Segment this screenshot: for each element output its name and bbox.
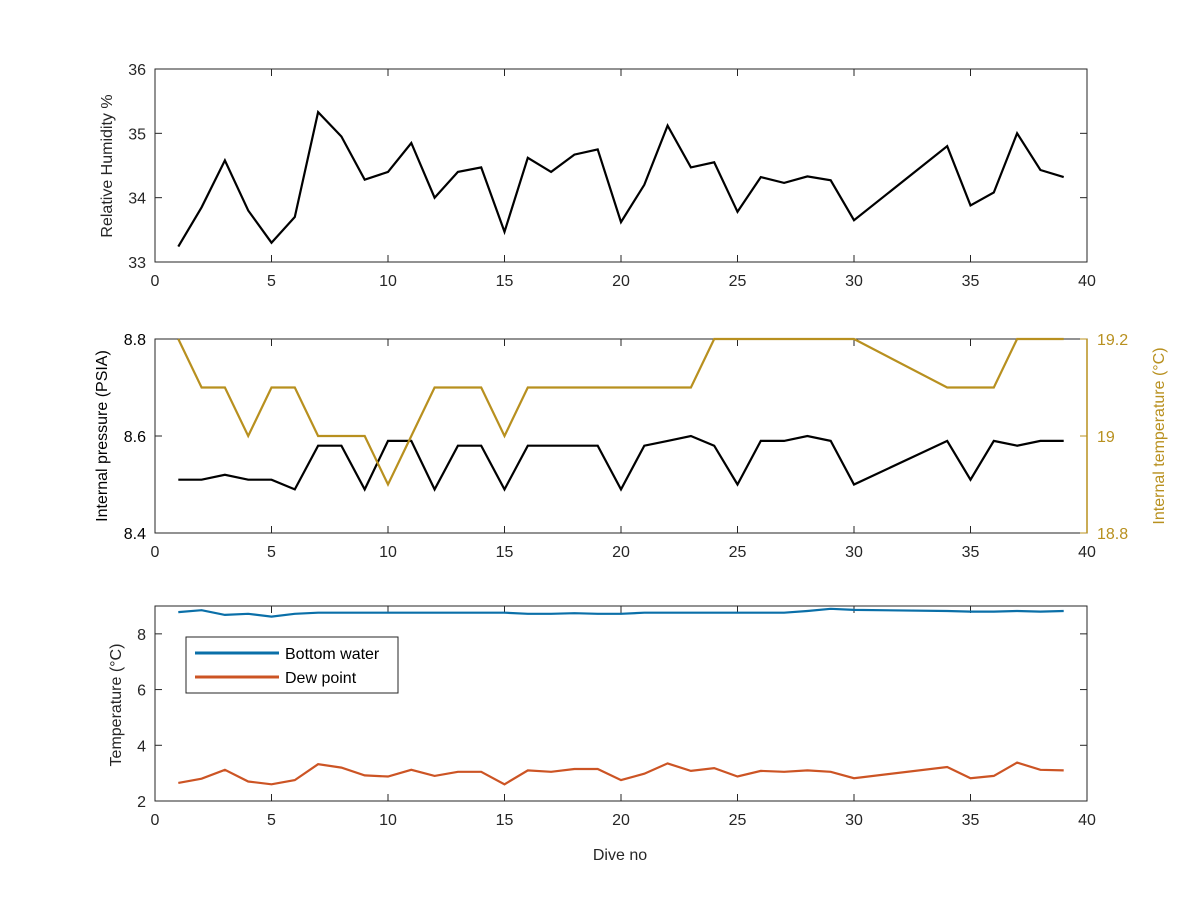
x-tick-label: 0: [151, 812, 160, 829]
y-tick-label-right: 19: [1097, 429, 1115, 446]
series-line-2-2: [177, 337, 1064, 488]
x-tick-label: 15: [496, 273, 514, 290]
x-tick-label: 20: [612, 812, 630, 829]
x-tick-label: 40: [1078, 273, 1096, 290]
y-tick-label: 6: [137, 683, 146, 700]
x-tick-label: 5: [267, 273, 276, 290]
y-tick-label: 35: [128, 126, 146, 143]
x-tick-label: 25: [729, 544, 747, 561]
x-tick-label: 20: [612, 273, 630, 290]
y-tick-label: 8.4: [124, 526, 146, 543]
x-tick-label: 15: [496, 812, 514, 829]
series-line-3-2: [178, 761, 1064, 786]
internal-temperature-ylabel: Internal temperature (°C): [1151, 347, 1168, 524]
y-tick-label: 2: [137, 794, 146, 811]
legend-label-dew-point: Dew point: [285, 670, 357, 687]
temperature-ylabel: Temperature (°C): [108, 644, 125, 767]
x-tick-label: 0: [151, 273, 160, 290]
x-tick-label: 30: [845, 273, 863, 290]
x-tick-label: 10: [379, 273, 397, 290]
x-tick-label: 5: [267, 544, 276, 561]
humidity-ylabel: Relative Humidity %: [99, 94, 116, 237]
legend-box: [185, 636, 399, 694]
x-tick-label: 35: [962, 273, 980, 290]
x-tick-label: 15: [496, 544, 514, 561]
series-line-2-1: [178, 434, 1064, 492]
legend: Bottom water Dew point: [185, 636, 399, 694]
x-tick-label: 25: [729, 812, 747, 829]
temperature-panel: Temperature (°C) Dive no 0 5 10 15 20 25 30 35 4…: [108, 605, 1096, 864]
legend-label-bottom-water: Bottom water: [285, 646, 380, 663]
x-tick-label: 5: [267, 812, 276, 829]
y-tick-label-right: 18.8: [1097, 526, 1128, 543]
pressure-panel: Internal pressure (PSIA) Internal temper…: [94, 332, 1168, 561]
y-tick-label: 34: [128, 191, 146, 208]
y-tick-label: 8.8: [124, 332, 146, 349]
x-tick-label: 35: [962, 812, 980, 829]
x-tick-label: 10: [379, 544, 397, 561]
y-tick-label-right: 19.2: [1097, 332, 1128, 349]
x-tick-label: 20: [612, 544, 630, 561]
series-line-1-1: [177, 109, 1065, 248]
y-tick-label: 36: [128, 62, 146, 79]
x-tick-label: 40: [1078, 812, 1096, 829]
series-line-3-1: [178, 607, 1064, 618]
x-tick-label: 10: [379, 812, 397, 829]
x-tick-label: 30: [845, 544, 863, 561]
y-tick-label: 33: [128, 255, 146, 272]
x-tick-label: 0: [151, 544, 160, 561]
x-tick-label: 30: [845, 812, 863, 829]
x-tick-label: 40: [1078, 544, 1096, 561]
pressure-ylabel: Internal pressure (PSIA): [94, 350, 111, 522]
x-tick-label: 25: [729, 273, 747, 290]
y-tick-label: 8: [137, 627, 146, 644]
dive-no-xlabel: Dive no: [593, 847, 647, 864]
humidity-panel: Relative Humidity % 0 5 10 15 20 25 30 35 40 33 34…: [99, 62, 1096, 290]
y-tick-label: 8.6: [124, 429, 146, 446]
y-tick-label: 4: [137, 738, 146, 755]
x-tick-label: 35: [962, 544, 980, 561]
